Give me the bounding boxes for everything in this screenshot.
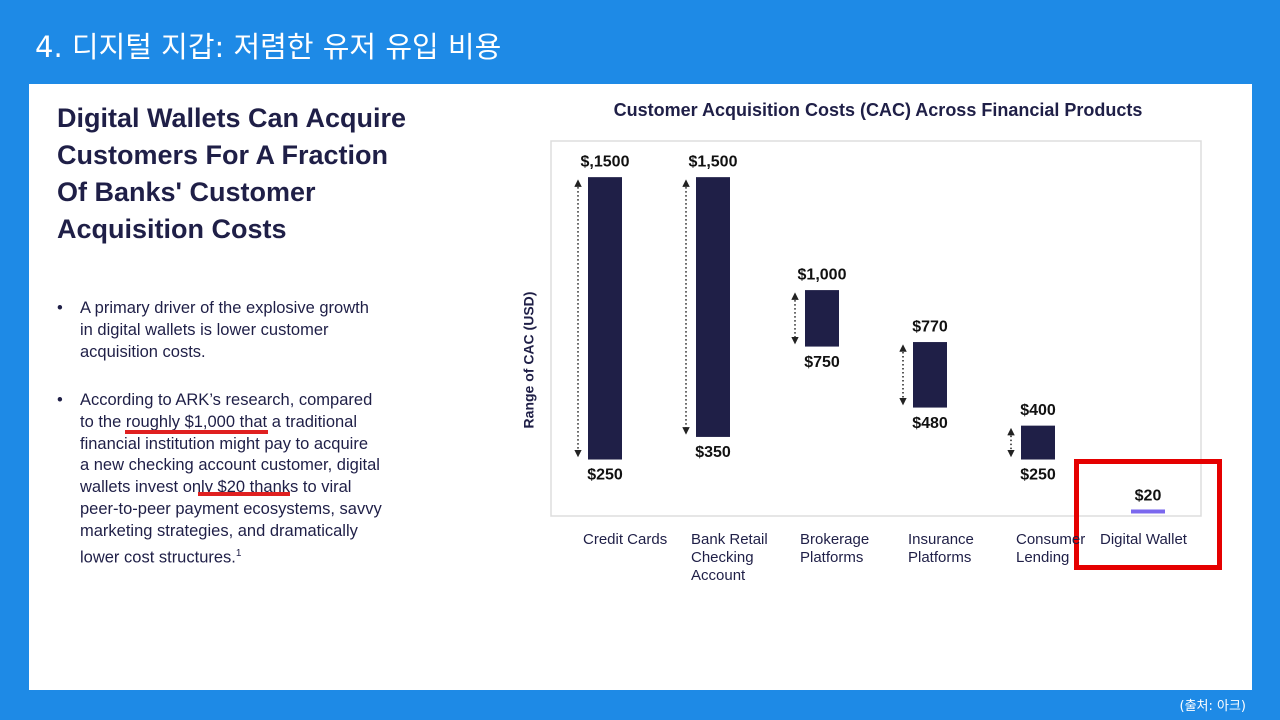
x-tick-label: Consumer Lending	[1016, 531, 1086, 566]
value-label: $750	[804, 354, 840, 371]
value-label: $250	[587, 467, 623, 484]
bullet-line: marketing strategies, and dramatically	[80, 521, 358, 540]
x-tick-label: Bank Retail Checking Account	[691, 531, 768, 584]
bullet-line: lower cost structures.1	[80, 547, 242, 567]
x-tick-label: Insurance Platforms	[908, 531, 974, 566]
value-label: $250	[1020, 467, 1056, 484]
range-bar	[913, 342, 947, 408]
bullet-line: According to ARK’s research, compared	[80, 391, 373, 409]
value-label: $770	[912, 318, 948, 335]
value-label: $350	[695, 444, 731, 461]
slide-title: 4. 디지털 지갑: 저렴한 유저 유입 비용	[35, 30, 502, 64]
highlight-underline	[198, 492, 290, 496]
heading-line: Of Banks' Customer	[57, 177, 316, 207]
bullet-line: peer-to-peer payment ecosystems, savvy	[80, 499, 382, 518]
content-panel	[29, 84, 1252, 690]
bullet-line: in digital wallets is lower customer	[80, 320, 329, 339]
range-bar	[805, 290, 839, 347]
value-label: $1,500	[689, 153, 738, 170]
source-note: (출처: 아크)	[1179, 699, 1247, 714]
range-bar	[696, 177, 730, 437]
chart-title: Customer Acquisition Costs (CAC) Across …	[614, 100, 1143, 120]
bullet-line: to the roughly $1,000 that a traditional	[80, 412, 358, 431]
highlight-underline	[125, 430, 268, 434]
bullet: • A primary driver of the explosive growt…	[57, 298, 369, 363]
range-bar	[1021, 425, 1055, 460]
plot-frame	[550, 140, 1202, 517]
value-label: $400	[1020, 402, 1056, 419]
value-label: $480	[912, 415, 948, 432]
bullet-line: a new checking account customer, digital	[80, 456, 380, 475]
x-tick-label: Digital Wallet	[1100, 531, 1187, 548]
bullet-line: A primary driver of the explosive growth	[80, 299, 369, 317]
y-axis-label: Range of CAC (USD)	[521, 292, 537, 429]
heading-line: Acquisition Costs	[57, 214, 287, 244]
value-label: $20	[1135, 488, 1162, 505]
x-tick-label: Brokerage Platforms	[800, 531, 870, 566]
bullet-line: acquisition costs.	[80, 342, 206, 361]
value-label: $1,000	[798, 266, 847, 283]
footnote-mark: 1	[235, 547, 242, 559]
highlight-box	[1074, 459, 1222, 570]
heading: Digital Wallets Can Acquire Customers For…	[57, 100, 406, 248]
bullet-line: wallets invest only $20 thanks to viral	[80, 478, 352, 497]
bullet: • According to ARK’s research, compared to…	[57, 390, 382, 569]
heading-line: Digital Wallets Can Acquire	[57, 103, 407, 133]
x-tick-label: Credit Cards	[583, 531, 668, 548]
heading-line: Customers For A Fraction	[57, 140, 389, 170]
value-label: $,1500	[581, 153, 630, 170]
range-bar	[1131, 509, 1165, 514]
range-bar	[588, 177, 622, 460]
bullet-line: financial institution might pay to acqui…	[80, 434, 368, 453]
